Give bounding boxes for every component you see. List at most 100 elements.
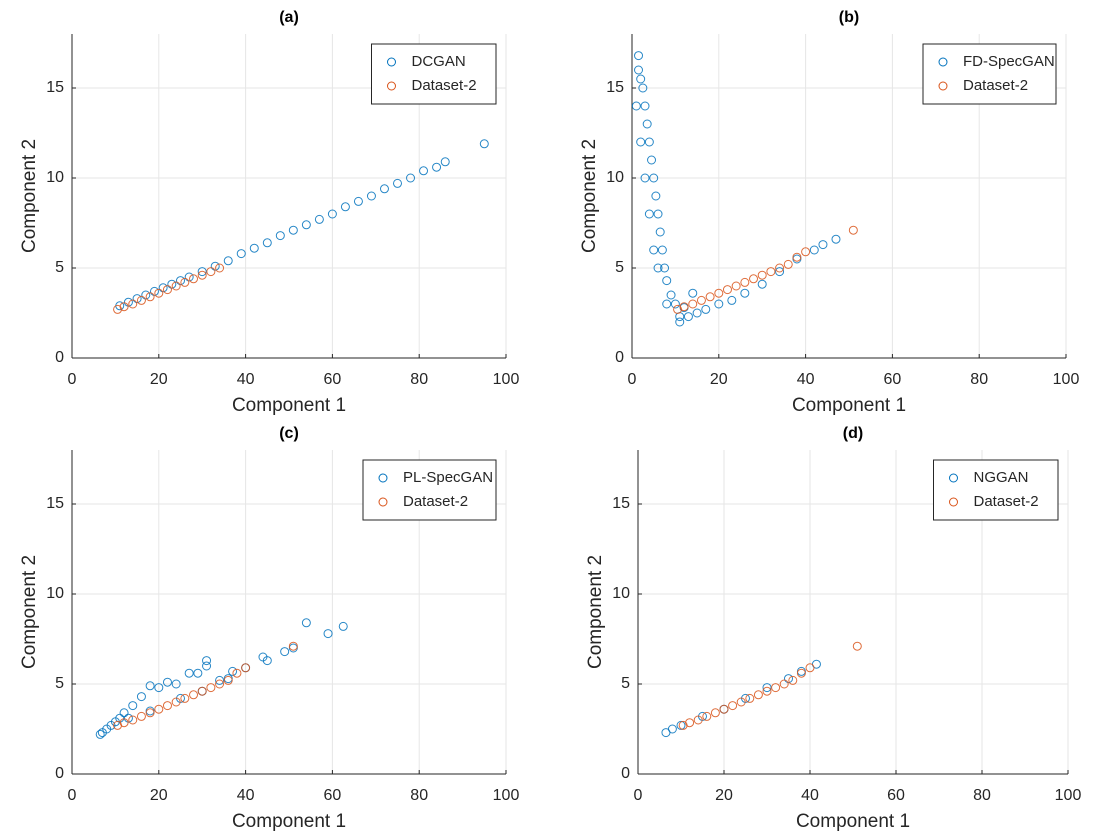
chart-title: (d) (843, 425, 863, 442)
x-axis-label: Component 1 (792, 395, 906, 416)
scatter-point (141, 290, 151, 300)
scatter-point (710, 708, 720, 718)
scatter-point (440, 157, 450, 167)
legend-label: NGGAN (974, 469, 1029, 486)
scatter-point (653, 263, 663, 273)
legend-marker (938, 57, 948, 67)
scatter-point (749, 274, 759, 284)
scatter-point (784, 674, 793, 684)
scatter-point (128, 715, 138, 725)
legend-label: Dataset-2 (963, 77, 1028, 94)
y-tick-label: 0 (615, 349, 624, 366)
scatter-point (210, 261, 220, 271)
scatter-point (128, 701, 138, 711)
scatter-point (848, 225, 858, 235)
scatter-point (419, 166, 429, 176)
legend-label: Dataset-2 (412, 77, 477, 94)
legend-label: Dataset-2 (974, 493, 1039, 510)
scatter-point (379, 184, 389, 194)
scatter-point (162, 701, 172, 711)
scatter-point (301, 618, 311, 628)
x-tick-label: 40 (797, 371, 815, 388)
scatter-point (189, 274, 199, 284)
scatter-point (149, 286, 159, 296)
scatter-point (113, 304, 123, 314)
scatter-point (393, 178, 402, 188)
scatter-point (651, 191, 661, 201)
scatter-point (649, 245, 659, 255)
scatter-point (640, 101, 650, 111)
y-tick-label: 0 (55, 765, 64, 782)
scatter-point (145, 292, 155, 302)
scatter-point (719, 704, 729, 714)
x-tick-label: 60 (324, 787, 342, 804)
x-tick-label: 0 (68, 787, 77, 804)
scatter-point (722, 285, 732, 295)
legend-marker (378, 473, 388, 483)
y-tick-label: 0 (621, 765, 630, 782)
scatter-point (818, 240, 828, 250)
chart-title: (c) (279, 425, 299, 442)
x-tick-label: 40 (237, 787, 255, 804)
y-tick-label: 5 (615, 259, 624, 276)
legend-label: PL-SpecGAN (403, 469, 493, 486)
scatter-point (327, 209, 337, 219)
scatter-point (323, 629, 333, 639)
scatter-point (662, 299, 672, 309)
legend-marker (387, 57, 396, 67)
scatter-point (171, 697, 181, 707)
scatter-point (262, 656, 272, 666)
scatter-point (788, 675, 798, 685)
scatter-point (232, 668, 242, 678)
scatter-point (223, 256, 233, 266)
scatter-point (154, 704, 164, 714)
subplot: 0 20 40 60 80 100 0 5 10 15 (c) Component 1 Componen… (19, 425, 519, 832)
scatter-point (119, 302, 129, 312)
scatter-point (241, 663, 251, 673)
scatter-point (753, 690, 763, 700)
scatter-point (113, 720, 123, 730)
x-tick-label: 80 (973, 787, 991, 804)
subplot: 0 20 40 60 80 100 0 5 10 15 (a) Component 1 Componen… (19, 9, 519, 416)
scatter-point (673, 304, 683, 314)
scatter-point (215, 263, 225, 273)
x-tick-label: 20 (150, 787, 168, 804)
scatter-point (670, 299, 680, 309)
x-tick-label: 0 (634, 787, 643, 804)
x-tick-label: 100 (1055, 787, 1082, 804)
scatter-point (119, 708, 129, 718)
scatter-point (162, 285, 172, 295)
scatter-point (636, 74, 646, 84)
scatter-point (189, 690, 199, 700)
scatter-point (288, 225, 298, 235)
scatter-point (338, 621, 348, 631)
scatter-point (262, 238, 272, 248)
scatter-point (249, 243, 259, 253)
x-tick-label: 40 (801, 787, 819, 804)
x-tick-label: 0 (68, 371, 77, 388)
scatter-point (180, 277, 190, 287)
scatter-point (145, 681, 155, 691)
scatter-point (745, 693, 755, 703)
scatter-point (288, 641, 298, 651)
scatter-point (145, 708, 155, 718)
scatter-point (675, 317, 685, 327)
scatter-point (184, 668, 194, 678)
scatter-point (206, 267, 216, 277)
x-axis-label: Component 1 (232, 811, 346, 832)
x-tick-label: 60 (324, 371, 342, 388)
y-tick-label: 10 (46, 169, 64, 186)
scatter-point (171, 281, 181, 291)
x-tick-label: 100 (493, 371, 520, 388)
x-tick-label: 80 (970, 371, 988, 388)
scatter-point (740, 277, 750, 287)
scatter-point (406, 173, 416, 183)
y-tick-label: 10 (46, 585, 64, 602)
scatter-point (634, 51, 644, 61)
x-tick-label: 0 (628, 371, 637, 388)
scatter-point (154, 288, 164, 298)
scatter-point (275, 231, 285, 241)
y-tick-label: 15 (46, 79, 64, 96)
